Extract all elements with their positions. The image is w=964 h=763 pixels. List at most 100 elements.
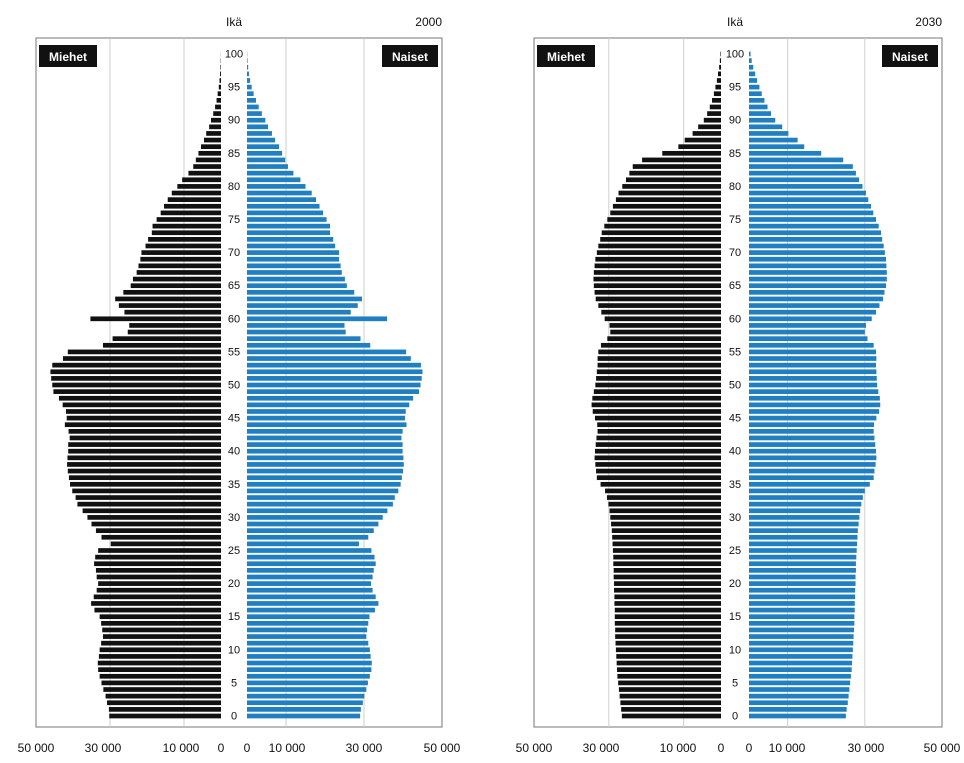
male-bar xyxy=(601,482,721,487)
male-legend-label: Miehet xyxy=(547,50,585,64)
male-bar xyxy=(620,700,721,705)
male-bar xyxy=(193,164,221,169)
age-tick-label: 95 xyxy=(228,82,240,94)
male-bar xyxy=(50,369,221,374)
female-bar xyxy=(247,151,282,156)
male-bar xyxy=(597,250,721,255)
male-bar xyxy=(83,508,221,513)
male-bar xyxy=(123,290,221,295)
age-tick-label: 25 xyxy=(228,545,240,557)
x-tick-label-left: 30 000 xyxy=(583,741,620,755)
male-bar xyxy=(101,641,221,646)
male-bar xyxy=(595,455,721,460)
female-bar xyxy=(247,343,370,348)
male-bar xyxy=(626,177,721,182)
age-tick-label: 55 xyxy=(729,346,741,358)
age-tick-label: 65 xyxy=(228,280,240,292)
female-bar xyxy=(749,621,854,626)
female-bar xyxy=(749,634,854,639)
female-bar xyxy=(749,105,768,110)
female-bar xyxy=(247,436,401,441)
age-tick-label: 90 xyxy=(729,115,741,127)
female-bar xyxy=(749,158,843,163)
female-bar xyxy=(247,403,409,408)
x-tick-label-right: 30 000 xyxy=(848,741,885,755)
female-bar xyxy=(749,661,852,666)
female-bar xyxy=(247,118,265,123)
male-bar xyxy=(622,184,721,189)
male-bar xyxy=(164,204,221,209)
male-bar xyxy=(131,283,221,288)
male-bar xyxy=(718,72,721,77)
female-bar xyxy=(749,667,852,672)
male-bar xyxy=(188,171,221,176)
female-bar xyxy=(749,250,885,255)
male-bar xyxy=(109,707,221,712)
male-bar xyxy=(133,277,221,282)
age-tick-label: 70 xyxy=(228,247,240,259)
age-tick-label: 50 xyxy=(729,380,741,392)
male-bar xyxy=(597,422,721,427)
male-bar xyxy=(616,197,721,202)
female-bar xyxy=(749,515,859,520)
female-bar xyxy=(247,336,360,341)
male-bar xyxy=(605,489,721,494)
male-bar xyxy=(53,389,221,394)
female-bar xyxy=(247,641,368,646)
female-bar xyxy=(749,588,855,593)
female-bar xyxy=(749,118,775,123)
female-bar xyxy=(247,694,364,699)
female-bar xyxy=(247,171,293,176)
age-tick-label: 100 xyxy=(225,49,243,61)
age-tick-label: 20 xyxy=(228,578,240,590)
female-legend-label: Naiset xyxy=(392,50,428,64)
x-tick-label-right: 10 000 xyxy=(769,741,806,755)
female-bar xyxy=(247,422,407,427)
female-bar xyxy=(247,608,375,613)
male-bar xyxy=(113,336,221,341)
age-tick-label: 10 xyxy=(228,644,240,656)
female-bar xyxy=(247,78,250,83)
female-bar xyxy=(749,455,876,460)
female-bar xyxy=(749,522,859,527)
female-bar xyxy=(247,522,378,527)
male-bar xyxy=(209,124,221,129)
male-bar xyxy=(168,197,221,202)
female-bar xyxy=(247,191,312,196)
female-bar xyxy=(749,164,853,169)
female-bar xyxy=(749,177,859,182)
male-bar xyxy=(715,85,721,90)
female-bar xyxy=(247,555,375,560)
female-bar xyxy=(247,144,279,149)
male-bar xyxy=(714,91,721,96)
male-bar xyxy=(678,144,721,149)
female-bar xyxy=(749,138,798,143)
male-bar xyxy=(141,250,221,255)
age-tick-label: 80 xyxy=(228,181,240,193)
female-bar xyxy=(749,85,759,90)
female-bar xyxy=(247,323,345,328)
male-bar xyxy=(157,217,221,222)
female-bar xyxy=(247,687,366,692)
male-bar xyxy=(596,436,721,441)
male-bar xyxy=(52,363,221,368)
female-bar xyxy=(749,707,847,712)
female-bar xyxy=(247,204,320,209)
male-bar xyxy=(51,376,221,381)
female-bar xyxy=(749,52,751,57)
male-bar xyxy=(201,144,221,149)
female-bar xyxy=(749,389,878,394)
x-tick-label-left: 0 xyxy=(718,741,725,755)
male-bar xyxy=(101,681,221,686)
male-bar xyxy=(95,555,221,560)
male-bar xyxy=(614,601,721,606)
age-tick-label: 25 xyxy=(729,545,741,557)
male-bar xyxy=(610,515,721,520)
female-bar xyxy=(247,297,362,302)
female-bar xyxy=(247,330,346,335)
female-bar xyxy=(247,581,371,586)
female-bar xyxy=(749,687,849,692)
male-bar xyxy=(629,171,721,176)
female-bar xyxy=(247,316,387,321)
age-tick-label: 95 xyxy=(729,82,741,94)
